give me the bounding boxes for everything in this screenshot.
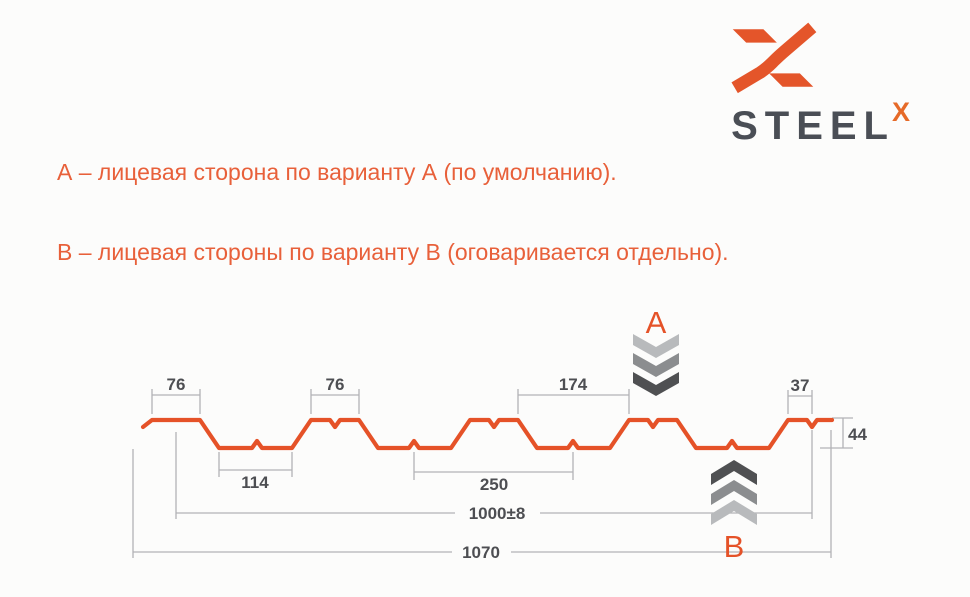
- logo-wedge-bottom-right: [769, 73, 814, 87]
- dim-crest-gap-lines: [517, 389, 630, 414]
- logo-ribbon: [731, 22, 817, 94]
- marker-b: B: [711, 460, 757, 564]
- dim-pitch-lines: [413, 452, 574, 480]
- dim-crest-mid-label: 76: [326, 375, 345, 394]
- variant-a-description: А – лицевая сторона по варианту А (по ум…: [57, 159, 617, 185]
- marker-a-chevron-1: [633, 334, 679, 358]
- marker-a-label: A: [646, 305, 667, 340]
- dim-overall-width-label: 1070: [462, 543, 500, 562]
- logo-brand-text: STEEL: [731, 104, 895, 148]
- dim-edge-rib-lines: [787, 390, 813, 414]
- dim-valley-width-label: 114: [241, 473, 269, 492]
- marker-b-chevron-2: [711, 480, 757, 505]
- dim-crest-left-label: 76: [167, 375, 186, 394]
- dim-pitch-label: 250: [480, 475, 508, 494]
- logo-sup-x: X: [891, 97, 910, 127]
- dim-overall-width-lines: [132, 430, 832, 558]
- marker-a-chevron-3: [633, 372, 679, 396]
- dim-crest-gap-label: 174: [559, 375, 588, 394]
- marker-a: A: [633, 305, 679, 396]
- dim-crest-left-lines: [151, 389, 201, 414]
- dimension-lines: [132, 389, 853, 558]
- marker-b-label: B: [724, 529, 745, 564]
- dim-working-width-label: 1000±8: [469, 504, 526, 523]
- dimension-labels: 76 76 174 37 114 250 44 1000±8 1070: [167, 375, 868, 562]
- marker-b-chevron-3: [711, 500, 757, 525]
- dim-edge-rib-label: 37: [791, 376, 810, 395]
- dim-valley-width-lines: [218, 452, 293, 477]
- dim-crest-mid-lines: [310, 389, 360, 414]
- logo-wedge-top-left: [732, 29, 777, 43]
- marker-a-chevron-2: [633, 353, 679, 377]
- dim-height-label: 44: [848, 425, 867, 444]
- dim-height-lines: [820, 417, 853, 449]
- marker-b-chevron-1: [711, 460, 757, 485]
- dim-working-width-lines: [175, 430, 813, 519]
- steelx-logo-icon: [731, 22, 817, 94]
- variant-b-description: В – лицевая стороны по варианту В (огова…: [57, 239, 729, 265]
- profile-outline: [140, 417, 835, 451]
- logo-wordmark: STEEL X: [731, 99, 910, 148]
